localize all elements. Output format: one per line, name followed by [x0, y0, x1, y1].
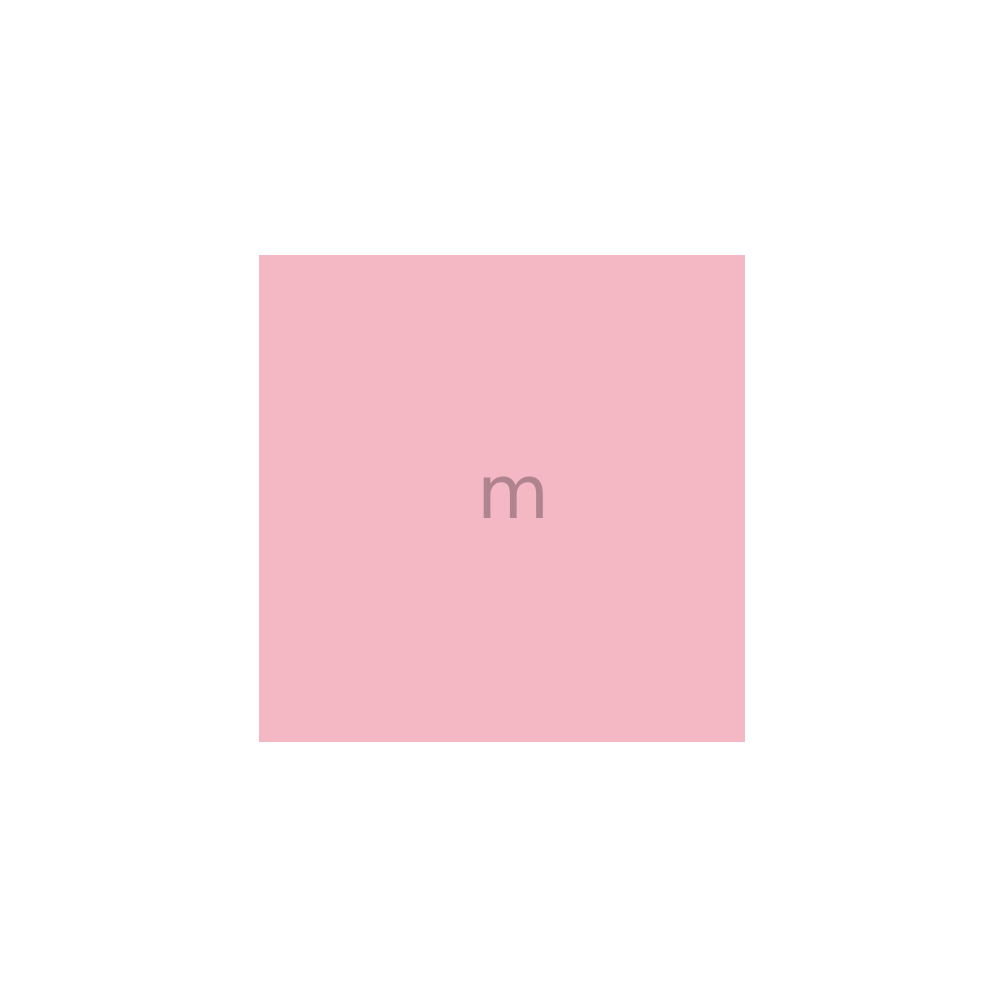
pink-square-tile: m	[259, 255, 745, 742]
tile-letter: m	[476, 449, 550, 536]
